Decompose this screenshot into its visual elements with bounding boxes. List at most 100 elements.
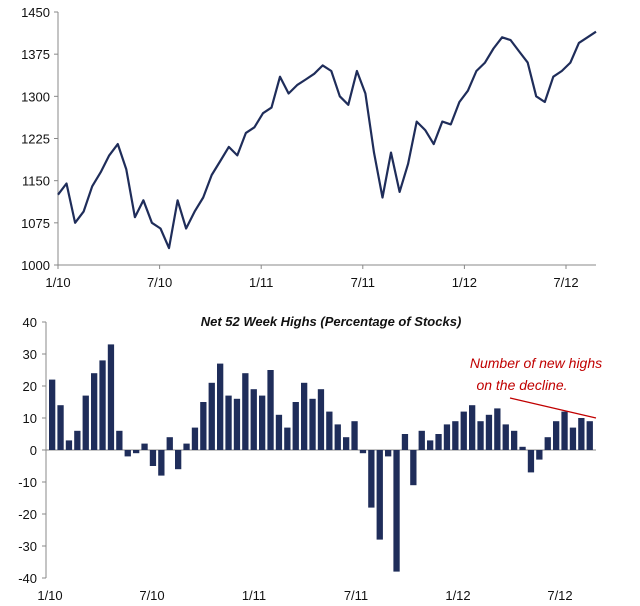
bar: [326, 411, 333, 450]
x-tick-label: 1/11: [242, 588, 266, 603]
bar: [99, 360, 106, 450]
bar: [292, 402, 299, 450]
net-highs-bar-chart: Net 52 Week Highs (Percentage of Stocks)…: [18, 314, 602, 603]
bar: [443, 424, 451, 450]
y-tick-label: -20: [18, 507, 37, 522]
bar: [65, 440, 73, 450]
top-x-ticks: 1/10 7/10 1/11 7/11 1/12 7/12: [45, 265, 579, 290]
x-tick-label: 1/12: [452, 275, 477, 290]
bar: [217, 363, 224, 450]
x-tick-label: 7/12: [553, 275, 578, 290]
y-tick-label: 10: [23, 411, 37, 426]
bar: [183, 443, 190, 450]
bar: [536, 450, 543, 460]
bar: [427, 440, 434, 450]
bar: [351, 421, 358, 450]
y-tick-label: 1375: [21, 47, 50, 62]
bar: [393, 450, 400, 572]
bar: [385, 450, 392, 457]
bottom-x-ticks: 1/10 7/10 1/11 7/11 1/12 7/12: [37, 588, 572, 603]
bar: [57, 405, 64, 450]
bar: [401, 434, 409, 450]
y-tick-label: 1075: [21, 216, 50, 231]
bar: [158, 450, 165, 476]
bar: [116, 430, 123, 450]
bar: [259, 395, 266, 450]
bar: [569, 427, 577, 450]
bars: [49, 344, 593, 572]
bar: [225, 395, 232, 450]
annotation-line-1: Number of new highs: [470, 355, 602, 371]
y-tick-label: -10: [18, 475, 37, 490]
bar: [553, 421, 560, 450]
bar: [191, 427, 199, 450]
bar: [343, 437, 350, 450]
bar: [233, 398, 241, 450]
bar: [527, 450, 535, 473]
bar: [91, 373, 98, 450]
bar: [502, 424, 509, 450]
bar: [561, 411, 568, 450]
bar: [284, 427, 291, 450]
bar: [200, 402, 207, 450]
bar: [82, 395, 89, 450]
bar: [460, 411, 467, 450]
bar: [452, 421, 459, 450]
bar: [334, 424, 341, 450]
bar: [133, 450, 140, 454]
y-tick-label: 40: [23, 315, 37, 330]
bar: [359, 450, 367, 454]
bar: [410, 450, 417, 486]
y-tick-label: 1225: [21, 132, 50, 147]
bar: [107, 344, 115, 450]
bar: [494, 408, 501, 450]
bar: [124, 450, 131, 457]
bar: [166, 437, 173, 450]
x-tick-label: 1/10: [37, 588, 62, 603]
bar: [368, 450, 375, 508]
bar: [511, 430, 518, 450]
chart-title: Net 52 Week Highs (Percentage of Stocks): [201, 314, 462, 329]
y-tick-label: -40: [18, 571, 37, 586]
bar: [301, 382, 308, 450]
bar: [49, 379, 56, 450]
x-tick-label: 7/11: [344, 588, 368, 603]
annotation-arrow: [509, 397, 597, 419]
x-tick-label: 1/12: [445, 588, 470, 603]
bar: [175, 450, 182, 470]
annotation-line-2: on the decline.: [476, 377, 567, 393]
bar: [309, 398, 316, 450]
bar: [141, 443, 148, 450]
y-tick-label: 1300: [21, 89, 50, 104]
x-tick-label: 7/12: [547, 588, 572, 603]
y-tick-label: 1150: [22, 174, 50, 189]
y-tick-label: 1450: [21, 5, 50, 20]
top-y-ticks: 1000 1075 1150 1225 1300 1375 1450: [21, 5, 58, 273]
bar: [149, 450, 157, 466]
x-tick-label: 7/10: [147, 275, 172, 290]
bar: [208, 382, 215, 450]
bar: [586, 421, 593, 450]
bar: [578, 418, 585, 450]
bar: [242, 373, 249, 450]
x-tick-label: 1/10: [45, 275, 70, 290]
bar: [485, 414, 493, 450]
bar: [74, 430, 81, 450]
y-tick-label: -30: [18, 539, 37, 554]
y-tick-label: 1000: [21, 258, 50, 273]
x-tick-label: 1/11: [249, 275, 273, 290]
x-tick-label: 7/10: [139, 588, 164, 603]
bottom-y-ticks: 40 30 20 10 0 -10 -20 -30 -40: [18, 315, 46, 586]
y-tick-label: 0: [30, 443, 37, 458]
bar: [469, 405, 476, 450]
bar: [418, 430, 425, 450]
bar: [275, 414, 283, 450]
bar: [544, 437, 551, 450]
bar: [519, 446, 526, 450]
bar: [376, 450, 383, 540]
bar: [435, 434, 442, 450]
y-tick-label: 30: [23, 347, 37, 362]
bar: [317, 389, 325, 450]
bar: [477, 421, 484, 450]
